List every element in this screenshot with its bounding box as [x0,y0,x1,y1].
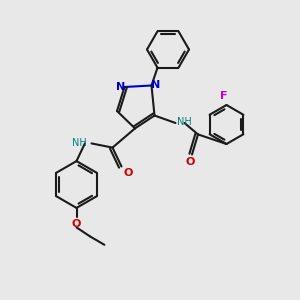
Text: O: O [124,168,133,178]
Text: N: N [116,82,125,92]
Text: O: O [186,157,195,167]
Text: O: O [72,219,81,229]
Text: F: F [220,92,227,101]
Text: NH: NH [72,138,87,148]
Text: NH: NH [177,117,192,128]
Text: N: N [151,80,160,91]
